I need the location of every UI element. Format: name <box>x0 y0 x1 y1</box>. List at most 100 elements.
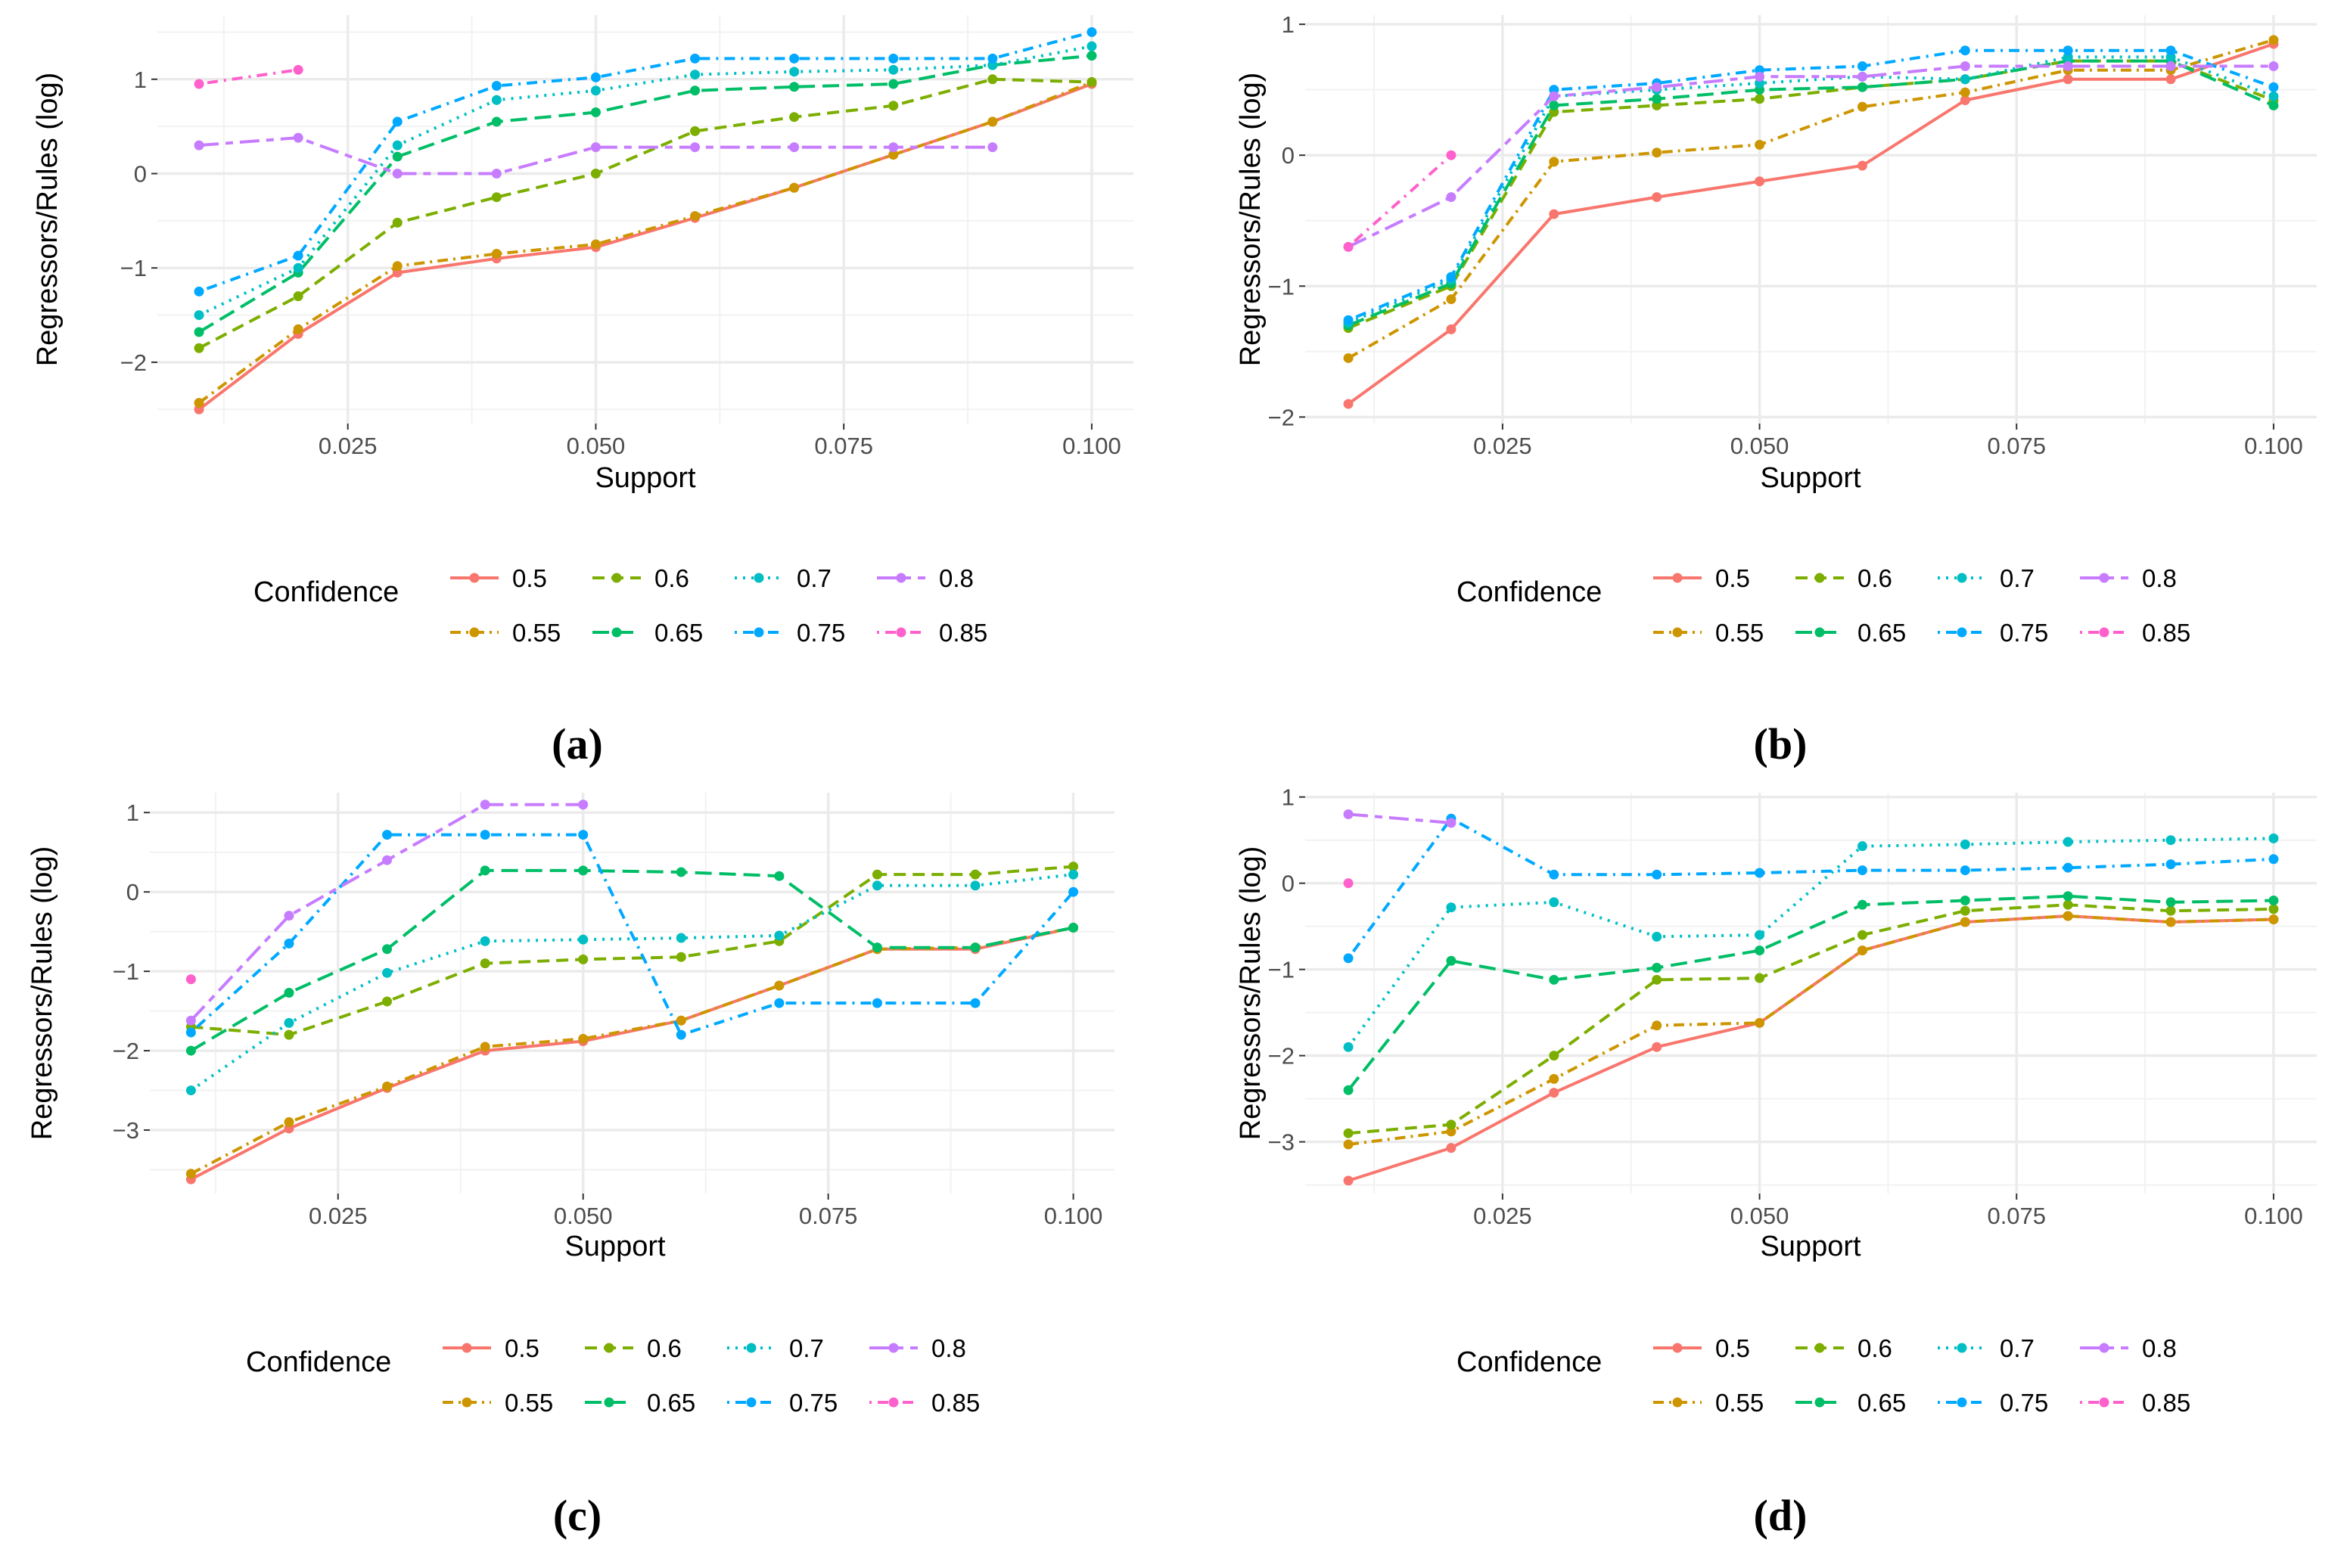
panel-c-data-point-conf-0-7 <box>676 933 686 943</box>
panel-d-x-axis-title: Support <box>1760 1231 1861 1262</box>
panel-d-data-point-conf-0-7 <box>1652 931 1662 942</box>
panel-b-data-point-conf-0-55 <box>1652 147 1662 158</box>
panel-d-data-point-conf-0-5 <box>1652 1042 1662 1052</box>
panel-c-data-point-conf-0-6 <box>872 869 882 880</box>
panel-b-data-point-conf-0-75 <box>2165 45 2176 56</box>
panel-a-x-tick-label: 0.050 <box>567 433 626 459</box>
panel-a-grid <box>157 15 1133 424</box>
panel-d-data-point-conf-0-65 <box>1755 945 1765 956</box>
panel-c-x-tick-label: 0.025 <box>309 1203 368 1229</box>
panel-c-data-point-conf-0-65 <box>284 987 294 998</box>
panel-a-data-point-conf-0-55 <box>690 211 701 222</box>
panel-d-data-point-conf-0-6 <box>1857 930 1867 940</box>
panel-b-series-line-conf-0-85 <box>1347 154 1453 248</box>
panel-b-legend-key-point-conf-0-75 <box>1957 627 1967 638</box>
panel-a-data-point-conf-0-55 <box>392 261 403 272</box>
panel-a-y-tick-label: −2 <box>120 349 147 376</box>
panel-b-data-point-conf-0-5 <box>1446 324 1456 334</box>
panel-a-series-line-conf-0-75 <box>198 30 1093 293</box>
panel-b-y-axis-title: Regressors/Rules (log) <box>1235 73 1267 367</box>
panel-c-x-tick-label: 0.050 <box>554 1203 613 1229</box>
panel-d-data-point-conf-0-5 <box>1549 1088 1559 1098</box>
panel-a-x-ticks: 0.025 0.050 0.075 0.100 <box>319 424 1121 459</box>
panel-d-legend-title: Confidence <box>1456 1346 1602 1378</box>
panel-a-y-tick-label: 0 <box>134 161 147 188</box>
panel-a-series-line-conf-0-65 <box>198 54 1093 334</box>
panel-c-data-point-conf-0-6 <box>676 952 686 962</box>
panel-d-caption: (d) <box>1754 1491 1808 1540</box>
panel-b-data-point-conf-0-55 <box>1549 157 1559 167</box>
panel-c-legend-key-point-conf-0-6 <box>604 1343 614 1353</box>
panel-d-data-point-conf-0-75 <box>1857 865 1867 876</box>
panel-c-data-point-conf-0-6 <box>578 954 589 964</box>
panel-b-legend-label-conf-0-8: 0.8 <box>2142 564 2177 592</box>
panel-a-legend-label-conf-0-85: 0.85 <box>939 619 987 647</box>
panel-a-data-point-conf-0-75 <box>690 53 701 64</box>
panel-a-data-point-conf-0-55 <box>590 239 601 250</box>
panel-d-legend-label-conf-0-55: 0.55 <box>1715 1389 1764 1417</box>
panel-a-legend-label-conf-0-6: 0.6 <box>654 564 689 592</box>
panel-b-data-point-conf-0-5 <box>1652 192 1662 203</box>
panel-b-data-point-conf-0-8 <box>1960 61 1970 71</box>
panel-b-x-tick-label: 0.025 <box>1473 433 1532 459</box>
panel-a-caption: (a) <box>552 719 603 768</box>
panel-b-legend-key-point-conf-0-6 <box>1814 573 1825 583</box>
panel-a-data-point-conf-0-75 <box>392 116 403 127</box>
panel-d-data-point-conf-0-65 <box>1549 974 1559 985</box>
panel-b-data-point-conf-0-5 <box>1343 399 1354 409</box>
panel-a-data-point-conf-0-75 <box>888 53 899 64</box>
panel-c-data-point-conf-0-55 <box>578 1033 589 1044</box>
panel-d-data-point-conf-0-6 <box>1755 973 1765 983</box>
panel-c-legend-label-conf-0-6: 0.6 <box>647 1334 682 1362</box>
panel-a-data-point-conf-0-8 <box>491 169 502 179</box>
panel-d-legend-key-point-conf-0-75 <box>1957 1397 1967 1408</box>
panel-c-data-point-conf-0-7 <box>382 967 393 978</box>
panel-d-y-tick-label: 0 <box>1282 871 1295 897</box>
panel-c-data-point-conf-0-75 <box>676 1029 686 1040</box>
panel-c-series-line-conf-0-6 <box>191 865 1074 1037</box>
panel-c-data-point-conf-0-8 <box>382 855 393 865</box>
panel-a-data-point-conf-0-6 <box>293 291 303 302</box>
panel-d-data-point-conf-0-6 <box>2063 899 2073 910</box>
panel-c-legend-label-conf-0-7: 0.7 <box>789 1334 824 1362</box>
panel-a-legend-key-point-conf-0-8 <box>896 573 906 583</box>
panel-a-data-point-conf-0-55 <box>293 324 303 334</box>
panel-b-series-line-conf-0-75 <box>1348 48 2274 322</box>
panel-b-data-point-conf-0-5 <box>1549 209 1559 219</box>
panel-b-data-point-conf-0-8 <box>1549 91 1559 101</box>
panel-d-data-point-conf-0-75 <box>2063 862 2073 873</box>
panel-a-legend-label-conf-0-8: 0.8 <box>939 564 974 592</box>
panel-a-data-point-conf-0-7 <box>392 140 403 151</box>
panel-b-x-ticks: 0.025 0.050 0.075 0.100 <box>1473 424 2303 459</box>
panel-d-data-point-conf-0-55 <box>2063 911 2073 921</box>
panel-b-series-line-conf-0-8 <box>1348 64 2274 249</box>
panel-d-data-point-conf-0-7 <box>1446 902 1456 913</box>
panel-d-data-point-conf-0-75 <box>1755 868 1765 878</box>
panel-c-legend-title: Confidence <box>246 1346 391 1378</box>
panel-a-data-point-conf-0-8 <box>789 142 800 153</box>
panel-d-series-line-conf-0-7 <box>1347 837 2274 1048</box>
panel-b-series-line-conf-0-65 <box>1348 59 2274 328</box>
panel-c-x-tick-label: 0.100 <box>1044 1203 1103 1229</box>
panel-c-y-tick-label: −2 <box>113 1038 139 1064</box>
panel-c-y-tick-label: 0 <box>126 879 139 905</box>
panel-d-grid <box>1305 793 2317 1194</box>
panel-b-series-line-conf-0-55 <box>1348 38 2274 360</box>
panel-b-series <box>1343 35 2279 409</box>
panel-c-data-point-conf-0-55 <box>284 1117 294 1128</box>
panel-a-legend-title: Confidence <box>253 576 399 608</box>
panel-a-data-point-conf-0-55 <box>888 150 899 160</box>
panel-a-data-point-conf-0-75 <box>1087 26 1097 37</box>
panel-a-y-tick-label: 1 <box>134 67 147 93</box>
panel-c-data-point-conf-0-65 <box>1068 922 1079 933</box>
panel-c-series-line-conf-0-75 <box>190 833 1075 1037</box>
panel-a-series-line-conf-0-6 <box>198 77 1092 349</box>
panel-a-data-point-conf-0-75 <box>987 53 998 64</box>
panel-b-x-tick-label: 0.100 <box>2244 433 2303 459</box>
panel-b-data-point-conf-0-6 <box>1755 94 1765 104</box>
panel-d-legend-label-conf-0-5: 0.5 <box>1715 1334 1750 1362</box>
panel-b-data-point-conf-0-5 <box>2165 74 2176 85</box>
panel-c-data-point-conf-0-55 <box>676 1015 686 1026</box>
panel-a-data-point-conf-0-8 <box>888 142 899 153</box>
panel-d-legend-key-point-conf-0-55 <box>1672 1397 1683 1408</box>
